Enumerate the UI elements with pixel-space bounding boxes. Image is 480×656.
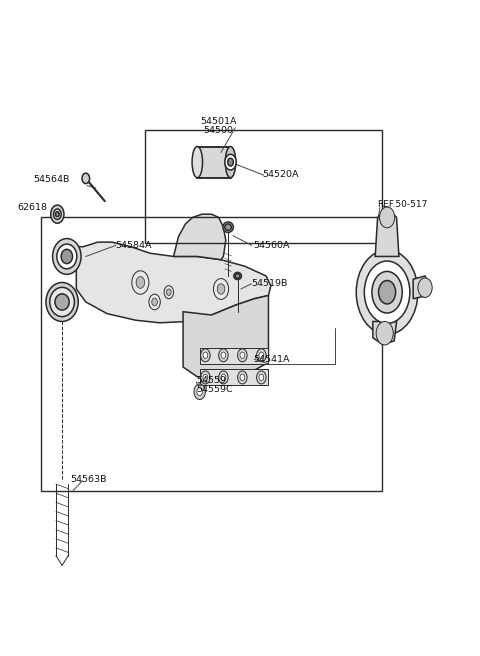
Bar: [197, 146, 230, 178]
Circle shape: [214, 279, 228, 299]
Circle shape: [149, 294, 160, 310]
Text: 54563B: 54563B: [70, 475, 107, 484]
Circle shape: [219, 349, 228, 362]
Circle shape: [379, 281, 396, 304]
Circle shape: [259, 352, 264, 359]
Circle shape: [257, 371, 266, 384]
Circle shape: [219, 371, 228, 384]
Circle shape: [418, 278, 432, 297]
Circle shape: [54, 209, 61, 219]
Text: 54564B: 54564B: [33, 175, 70, 184]
Circle shape: [221, 374, 226, 380]
Ellipse shape: [223, 222, 233, 232]
Polygon shape: [375, 208, 399, 256]
Circle shape: [136, 277, 144, 289]
Text: 62618: 62618: [17, 203, 47, 212]
Polygon shape: [76, 242, 271, 323]
Circle shape: [225, 154, 236, 170]
Circle shape: [82, 173, 90, 184]
Circle shape: [221, 352, 226, 359]
Circle shape: [238, 349, 247, 362]
Polygon shape: [174, 214, 226, 260]
Polygon shape: [373, 321, 396, 344]
Circle shape: [380, 207, 395, 228]
Text: 54520A: 54520A: [263, 170, 299, 179]
Text: REF.50-517: REF.50-517: [378, 200, 428, 209]
Circle shape: [164, 286, 174, 298]
Circle shape: [240, 352, 245, 359]
Polygon shape: [413, 276, 430, 298]
Ellipse shape: [46, 283, 78, 321]
Polygon shape: [200, 348, 268, 364]
Text: 54541A: 54541A: [253, 355, 290, 363]
Bar: [145, 130, 383, 243]
Circle shape: [201, 349, 210, 362]
Text: 54519B: 54519B: [252, 279, 288, 288]
Circle shape: [376, 321, 393, 345]
Text: 54584A: 54584A: [116, 241, 152, 250]
Ellipse shape: [234, 272, 241, 279]
Circle shape: [217, 284, 225, 294]
Ellipse shape: [225, 224, 231, 230]
Text: 54559C: 54559C: [196, 385, 233, 394]
Circle shape: [203, 352, 208, 359]
Circle shape: [259, 374, 264, 380]
Bar: [41, 217, 383, 491]
Circle shape: [364, 261, 410, 323]
Polygon shape: [200, 369, 268, 385]
Circle shape: [372, 272, 402, 313]
Circle shape: [132, 271, 149, 294]
Ellipse shape: [57, 244, 77, 269]
Circle shape: [56, 212, 59, 216]
Text: 54559: 54559: [196, 376, 227, 385]
Ellipse shape: [235, 274, 240, 278]
Circle shape: [201, 371, 210, 384]
Ellipse shape: [55, 294, 69, 310]
Circle shape: [356, 250, 418, 335]
Circle shape: [197, 388, 203, 396]
Text: 54501A: 54501A: [200, 117, 237, 126]
Circle shape: [152, 298, 157, 306]
Text: 54560A: 54560A: [253, 241, 289, 250]
Circle shape: [238, 371, 247, 384]
Ellipse shape: [225, 146, 236, 178]
Text: 54500: 54500: [204, 126, 234, 134]
Ellipse shape: [53, 239, 81, 274]
Circle shape: [240, 374, 245, 380]
Ellipse shape: [50, 287, 74, 317]
Ellipse shape: [61, 249, 72, 264]
Ellipse shape: [192, 146, 203, 178]
Circle shape: [194, 384, 205, 400]
Circle shape: [257, 349, 266, 362]
Circle shape: [167, 289, 171, 295]
Circle shape: [203, 374, 208, 380]
Circle shape: [228, 158, 233, 166]
Polygon shape: [183, 295, 268, 377]
Circle shape: [51, 205, 64, 223]
